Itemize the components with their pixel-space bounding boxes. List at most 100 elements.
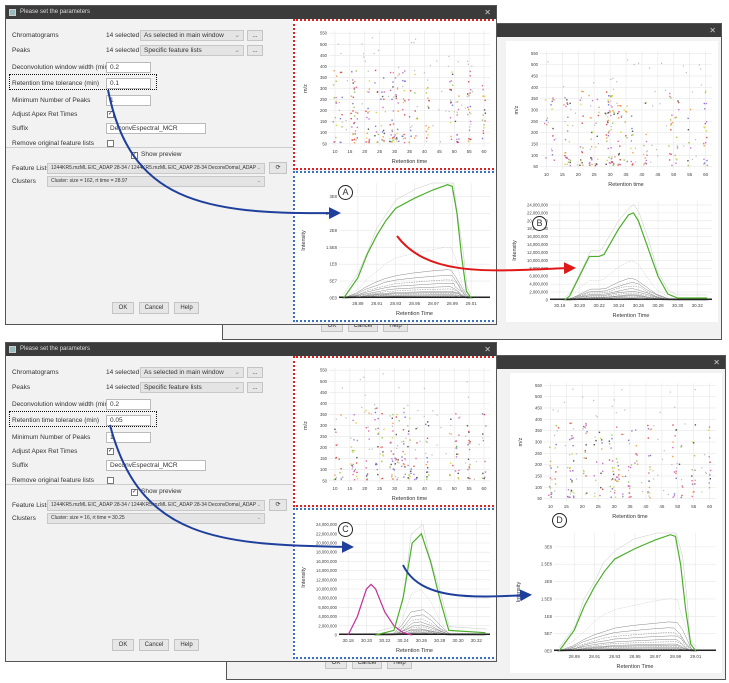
scatter-point — [403, 407, 405, 410]
scatter-point — [423, 387, 425, 390]
suffix-input[interactable]: DeconvEspectral_MCR — [106, 460, 206, 471]
scatter-point — [407, 433, 410, 435]
scatter-point — [404, 416, 406, 418]
scatter-point — [402, 98, 405, 100]
help-button[interactable]: Help — [174, 302, 199, 314]
scatter-point — [613, 399, 615, 401]
y-tick-label: 2.5E8 — [326, 211, 338, 216]
chromatograms-more-button[interactable]: ... — [247, 367, 263, 378]
ok-button[interactable]: OK — [112, 639, 134, 651]
adjust-apex-checkbox[interactable]: ✓ — [107, 111, 114, 118]
x-tick-label: 35 — [407, 149, 413, 154]
scatter-point — [611, 434, 613, 436]
y-tick-label: 14,000,000 — [527, 242, 549, 247]
feature-lists-dropdown[interactable]: 1244KR5.mzML EIC_ADAP 28-34 / 1244KR5.mz… — [47, 500, 265, 511]
y-tick-label: 1E8 — [330, 262, 338, 267]
scatter-point — [608, 443, 611, 445]
scatter-point — [336, 443, 339, 445]
scatter-point — [572, 460, 575, 462]
scatter-point — [354, 133, 356, 135]
scatter-point — [353, 470, 356, 472]
close-icon[interactable]: ✕ — [709, 26, 716, 35]
rt-tolerance-input[interactable]: 0.1 — [106, 78, 151, 89]
suffix-input[interactable]: DeconvEspectral_MCR — [106, 123, 206, 134]
scatter-point — [579, 164, 581, 166]
peaks-more-button[interactable]: ... — [247, 382, 263, 393]
scatter-point — [569, 422, 571, 425]
scatter-point — [619, 145, 621, 147]
scatter-point — [481, 413, 484, 415]
scatter-point — [350, 95, 353, 97]
deconv-width-input[interactable]: 0.2 — [106, 399, 151, 410]
scatter-point — [468, 439, 470, 442]
min-peaks-label: Minimum Number of Peaks — [12, 434, 91, 441]
background-trace — [559, 532, 697, 648]
scatter-point — [687, 164, 689, 167]
scatter-point — [636, 454, 638, 456]
scatter-point — [670, 123, 672, 125]
x-axis-label: Retention Time — [617, 664, 654, 670]
scatter-point — [409, 439, 411, 441]
scatter-point — [427, 107, 430, 109]
help-button[interactable]: Help — [174, 639, 199, 651]
refresh-button[interactable]: ⟳ — [269, 162, 287, 174]
clusters-dropdown[interactable]: Cluster: size = 162, rt time = 28.97 ⌄ — [47, 176, 265, 187]
scatter-point — [396, 447, 398, 449]
scatter-point — [416, 106, 418, 108]
scatter-point — [376, 141, 378, 144]
scatter-point — [575, 453, 578, 455]
scatter-point — [564, 444, 566, 447]
scatter-point — [610, 157, 613, 160]
chromatograms-more-button[interactable]: ... — [247, 30, 263, 41]
scatter-point — [392, 478, 394, 480]
y-tick-label: 0 — [546, 298, 549, 303]
scatter-point — [415, 118, 418, 120]
close-icon[interactable]: ✕ — [484, 8, 491, 17]
scatter-point — [628, 496, 630, 498]
close-icon[interactable]: ✕ — [713, 358, 720, 367]
scatter-point — [687, 129, 690, 131]
peaks-dropdown[interactable]: Specific feature lists ⌄ — [140, 382, 244, 393]
scatter-point — [449, 99, 452, 101]
scatter-point — [689, 108, 692, 111]
close-icon[interactable]: ✕ — [484, 345, 491, 354]
scatter-point — [692, 442, 695, 444]
remove-original-checkbox[interactable] — [107, 477, 114, 484]
scatter-point — [607, 121, 609, 124]
scatter-point — [338, 101, 340, 104]
show-preview-checkbox[interactable]: ✓ — [131, 152, 138, 159]
clusters-dropdown[interactable]: Cluster: size = 16, rt time = 30.25 ⌄ — [47, 513, 265, 524]
peaks-dropdown[interactable]: Specific feature lists ⌄ — [140, 45, 244, 56]
scatter-point — [630, 496, 632, 498]
parameters-dialog: Please set the parameters ✕ Chromatograms 1… — [5, 342, 497, 662]
scatter-point — [572, 495, 575, 497]
scatter-point — [572, 388, 574, 390]
show-preview-checkbox[interactable]: ✓ — [131, 489, 138, 496]
scatter-point — [645, 133, 647, 136]
refresh-button[interactable]: ⟳ — [269, 499, 287, 511]
marker-b: B — [532, 216, 547, 231]
scatter-point — [436, 414, 438, 416]
chromatograms-dropdown[interactable]: As selected in main window ⌄ — [140, 367, 244, 378]
scatter-point — [454, 120, 457, 123]
feature-lists-dropdown[interactable]: 1244KR5.mzML EIC_ADAP 28-34 / 1244KR5.mz… — [47, 163, 265, 174]
min-peaks-input[interactable]: 1 — [106, 432, 151, 443]
dialog-title: Please set the parameters — [20, 9, 91, 15]
chromatograms-dropdown[interactable]: As selected in main window ⌄ — [140, 30, 244, 41]
scatter-point — [458, 95, 460, 97]
y-axis-label: m/z — [303, 84, 309, 93]
peaks-more-button[interactable]: ... — [247, 45, 263, 56]
y-tick-label: 24,000,000 — [316, 522, 338, 527]
cancel-button[interactable]: Cancel — [139, 639, 169, 651]
ok-button[interactable]: OK — [112, 302, 134, 314]
adjust-apex-checkbox[interactable]: ✓ — [107, 448, 114, 455]
remove-original-checkbox[interactable] — [107, 140, 114, 147]
deconv-width-input[interactable]: 0.2 — [106, 62, 151, 73]
scatter-point — [410, 126, 412, 129]
x-tick-label: 30.18 — [343, 638, 355, 643]
min-peaks-input[interactable]: 1 — [106, 95, 151, 106]
cancel-button[interactable]: Cancel — [139, 302, 169, 314]
scatter-point — [403, 463, 406, 466]
scatter-point — [615, 476, 618, 478]
scatter-point — [373, 52, 375, 55]
